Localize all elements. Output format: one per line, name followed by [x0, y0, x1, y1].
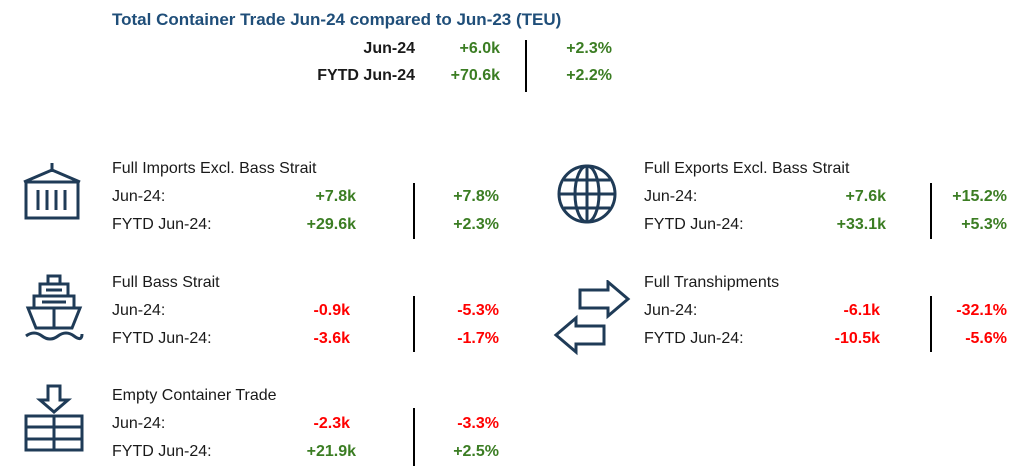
row-pct: -5.3%: [457, 302, 499, 319]
divider-line: [413, 296, 415, 352]
row-value: +29.6k: [306, 216, 356, 233]
empty-container-icon: [22, 384, 86, 454]
section-title: Full Transhipments: [644, 274, 780, 291]
row-label: FYTD Jun-24:: [112, 443, 212, 460]
header-row-value: +70.6k: [450, 67, 500, 84]
row-label: Jun-24:: [112, 188, 166, 205]
row-pct: +2.3%: [453, 216, 499, 233]
row-value: -6.1k: [843, 302, 880, 319]
row-value: +33.1k: [836, 216, 886, 233]
header-row-pct: +2.2%: [566, 67, 612, 84]
divider-line: [930, 183, 932, 239]
row-label: Jun-24:: [112, 415, 166, 432]
row-label: Jun-24:: [644, 188, 698, 205]
row-value: -0.9k: [313, 302, 350, 319]
row-pct: -1.7%: [457, 330, 499, 347]
row-label: FYTD Jun-24:: [112, 330, 212, 347]
row-pct: +5.3%: [961, 216, 1007, 233]
row-label: Jun-24:: [644, 302, 698, 319]
row-value: -10.5k: [834, 330, 880, 347]
row-value: +7.6k: [845, 188, 886, 205]
transfer-arrows-icon: [550, 280, 634, 360]
divider-line: [930, 296, 932, 352]
ship-icon: [22, 272, 86, 344]
row-pct: -3.3%: [457, 415, 499, 432]
row-pct: +15.2%: [952, 188, 1007, 205]
header-row-label: FYTD Jun-24: [317, 67, 415, 84]
row-pct: -32.1%: [956, 302, 1007, 319]
section-title: Full Exports Excl. Bass Strait: [644, 160, 850, 177]
section-title: Empty Container Trade: [112, 387, 277, 404]
section-title: Full Bass Strait: [112, 274, 220, 291]
header-row-pct: +2.3%: [566, 40, 612, 57]
row-value: +7.8k: [315, 188, 356, 205]
row-pct: +7.8%: [453, 188, 499, 205]
header-row-value: +6.0k: [459, 40, 500, 57]
divider-line: [525, 40, 527, 92]
header-row-label: Jun-24: [363, 40, 415, 57]
row-pct: +2.5%: [453, 443, 499, 460]
row-pct: -5.6%: [965, 330, 1007, 347]
row-label: FYTD Jun-24:: [644, 330, 744, 347]
row-label: FYTD Jun-24:: [112, 216, 212, 233]
globe-icon: [555, 162, 619, 226]
row-value: -3.6k: [313, 330, 350, 347]
row-label: Jun-24:: [112, 302, 166, 319]
row-label: FYTD Jun-24:: [644, 216, 744, 233]
divider-line: [413, 183, 415, 239]
page-title: Total Container Trade Jun-24 compared to…: [112, 10, 562, 29]
section-title: Full Imports Excl. Bass Strait: [112, 160, 317, 177]
row-value: -2.3k: [313, 415, 350, 432]
divider-line: [413, 408, 415, 466]
container-icon: [20, 160, 84, 224]
row-value: +21.9k: [306, 443, 356, 460]
